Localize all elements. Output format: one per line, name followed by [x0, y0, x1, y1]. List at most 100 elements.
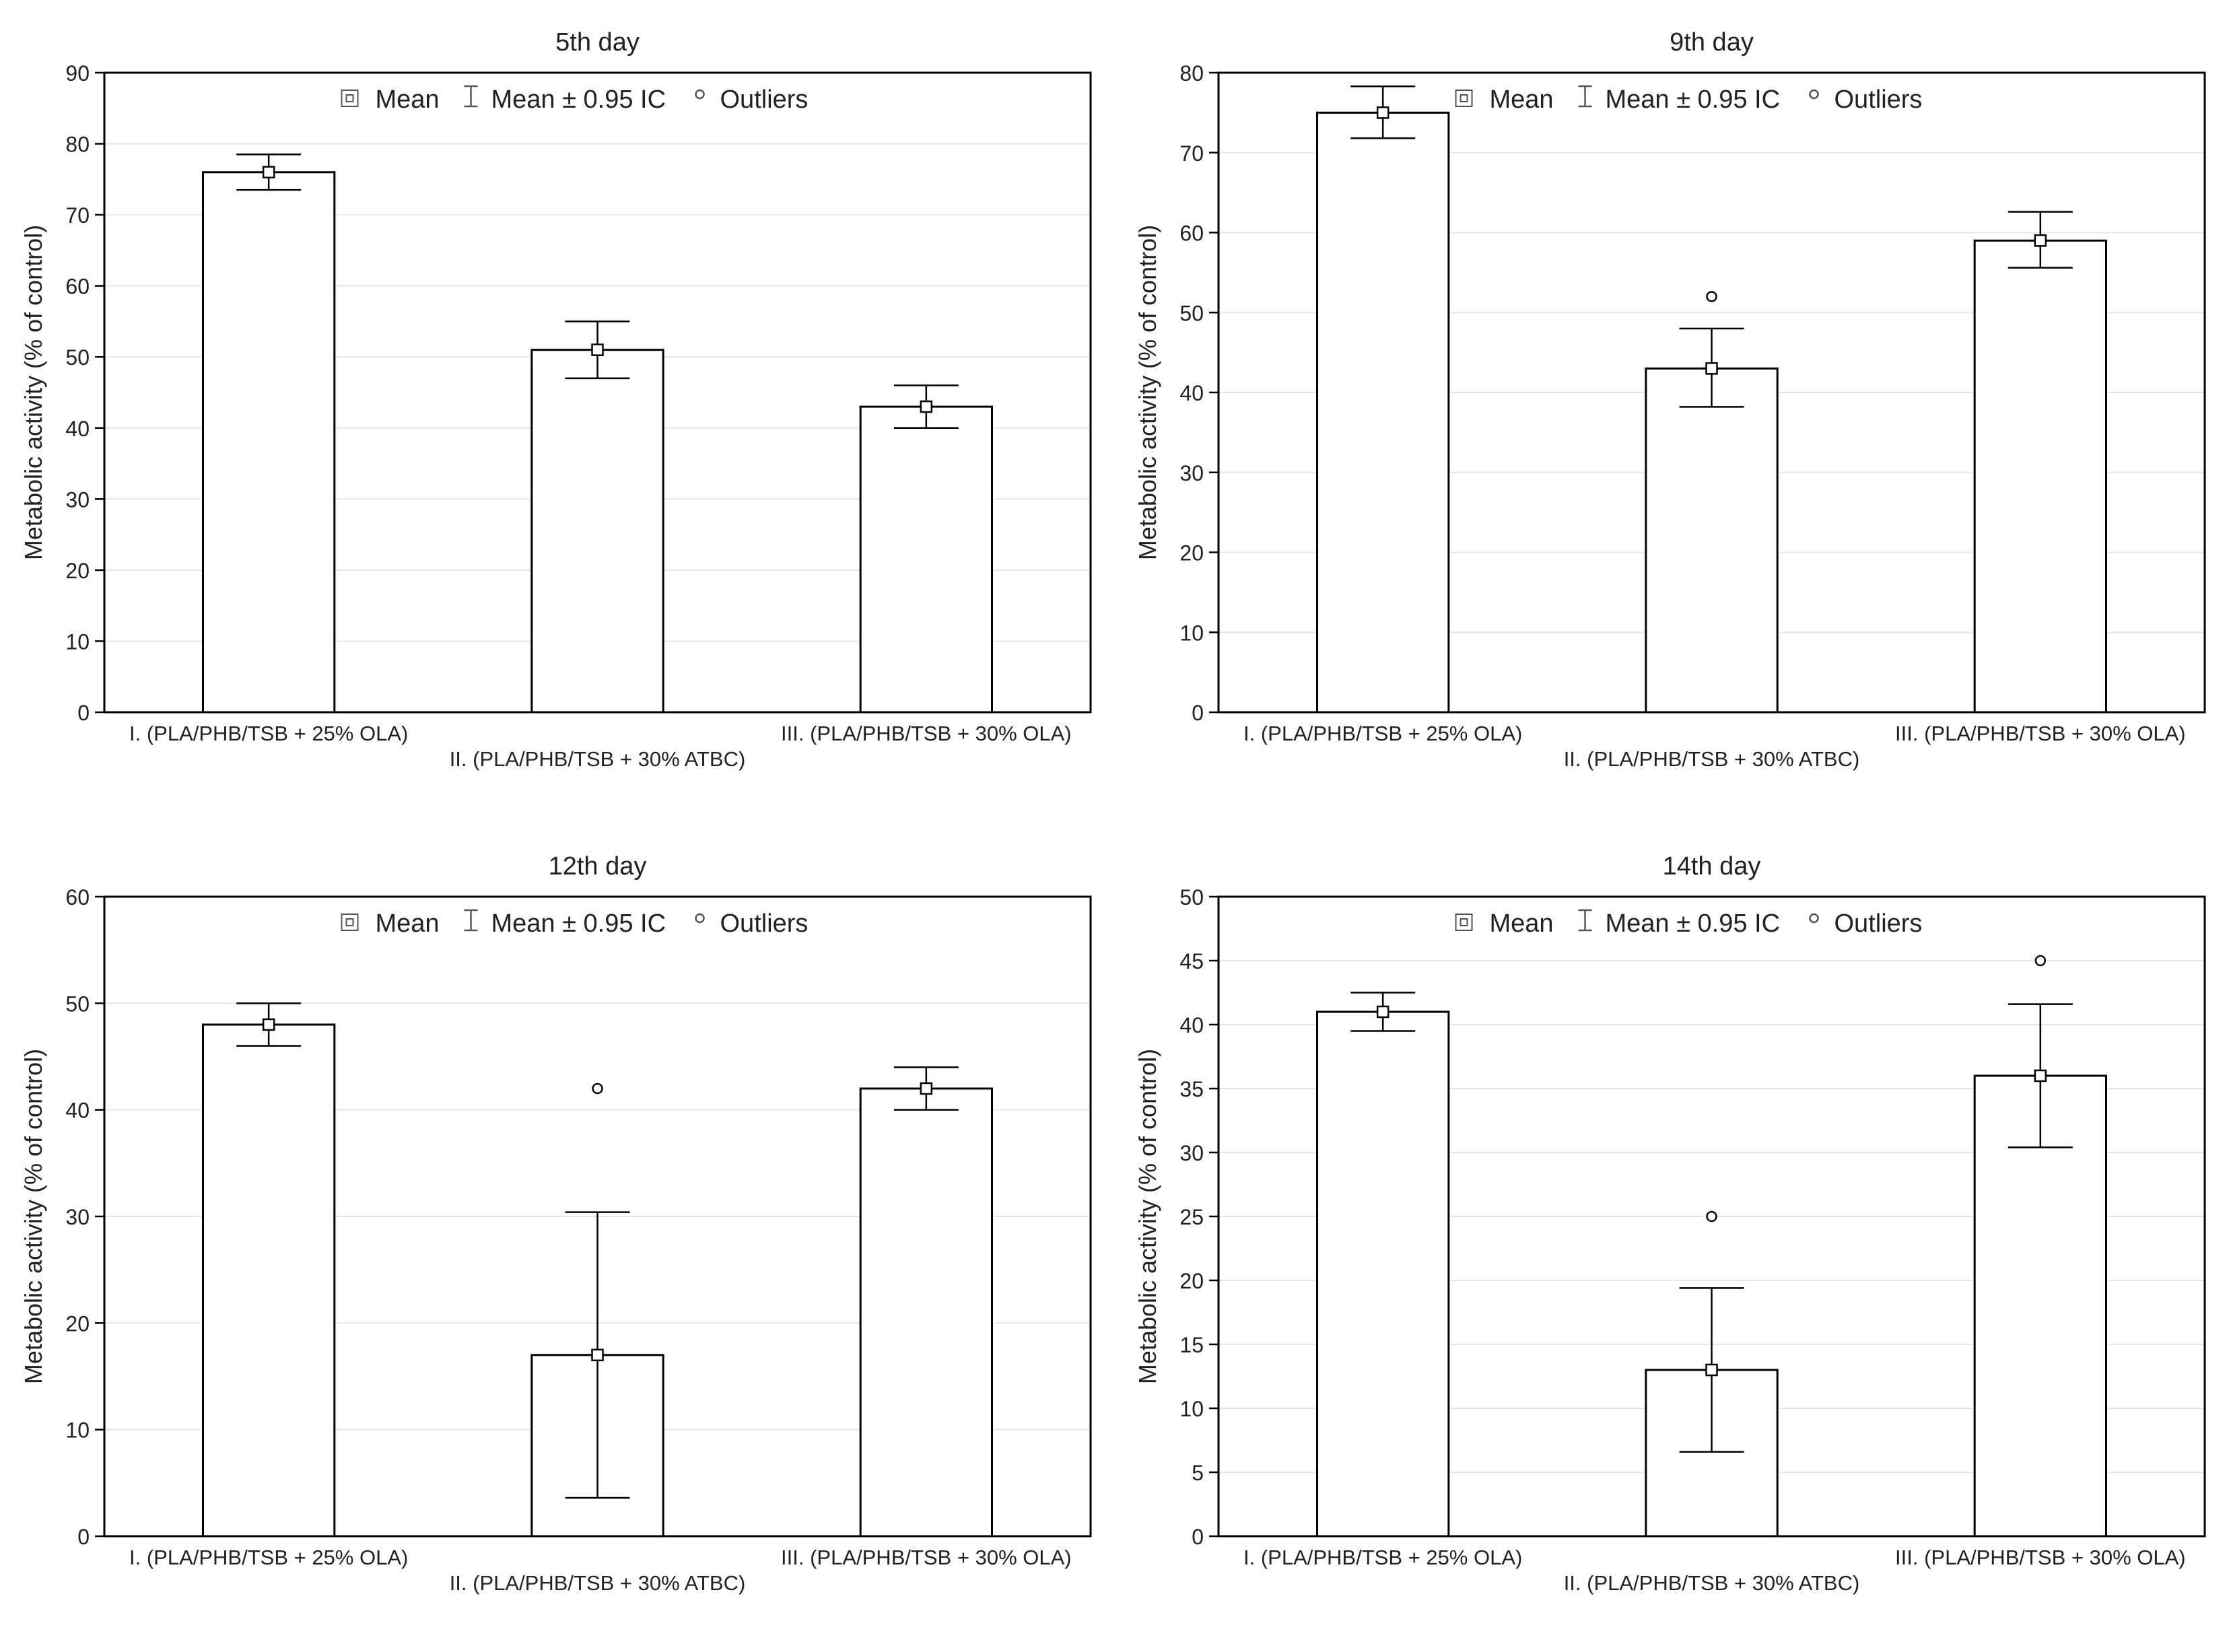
y-tick-label: 40 [1179, 1013, 1204, 1037]
bar [1973, 239, 2107, 714]
legend-outliers-label: Outliers [1834, 909, 1923, 938]
mean-marker [920, 400, 933, 413]
y-tick-label: 35 [1179, 1077, 1204, 1101]
legend-ci-label: Mean ± 0.95 IC [1606, 85, 1781, 114]
legend-mean-icon [1455, 914, 1473, 931]
mean-marker [2034, 234, 2047, 247]
chart-svg: 9th day 0 10 20 30 40 50 60 70 80 Metabolic activi… [1134, 28, 2206, 771]
x-tick-label: III. (PLA/PHB/TSB + 30% OLA) [781, 722, 1072, 745]
mean-marker [591, 1348, 604, 1362]
legend-mean-icon [1455, 90, 1473, 107]
y-tick-label: 0 [77, 701, 90, 725]
y-tick-label: 20 [1179, 541, 1204, 565]
x-tick-label: II. (PLA/PHB/TSB + 30% ATBC) [1564, 747, 1860, 771]
mean-marker [1376, 106, 1390, 119]
y-tick-label: 10 [1179, 621, 1204, 645]
y-tick-label: 40 [65, 1099, 90, 1123]
y-axis-label: Metabolic activity (% of control) [1134, 225, 1161, 560]
mean-marker [2034, 1069, 2047, 1082]
bar [1316, 1010, 1450, 1538]
legend-outlier-icon [695, 913, 705, 924]
y-tick-label: 50 [1179, 885, 1204, 909]
y-tick-label: 20 [1179, 1269, 1204, 1293]
y-tick-label: 70 [65, 203, 90, 228]
outlier-point [1706, 291, 1717, 302]
legend-mean-icon [341, 914, 359, 931]
chart-title: 12th day [549, 852, 647, 881]
y-tick-label: 50 [65, 345, 90, 370]
y-tick-label: 40 [1179, 381, 1204, 405]
mean-marker [262, 166, 275, 179]
legend-mean-label: Mean [376, 85, 440, 114]
y-tick-label: 10 [1179, 1397, 1204, 1421]
chart-title: 14th day [1663, 852, 1761, 881]
y-tick-label: 20 [65, 559, 90, 583]
chart-panel-day12: 12th day 0 10 20 30 40 50 60 Metabolic activity … [0, 824, 1114, 1649]
y-axis-label: Metabolic activity (% of control) [1134, 1049, 1161, 1384]
x-tick-label: II. (PLA/PHB/TSB + 30% ATBC) [1564, 1571, 1860, 1595]
legend-mean-icon-inner [345, 94, 354, 102]
y-tick-label: 45 [1179, 949, 1204, 973]
x-tick-label: III. (PLA/PHB/TSB + 30% OLA) [1895, 1546, 2186, 1569]
x-tick-label: I. (PLA/PHB/TSB + 25% OLA) [1243, 722, 1522, 745]
outlier-point [592, 1082, 603, 1095]
y-tick-label: 0 [1192, 1525, 1204, 1549]
chart-panel-day14: 14th day 0 5 10 15 20 25 30 35 40 45 50 Metabolic ac… [1114, 824, 2229, 1649]
bar [859, 1087, 993, 1538]
bar [1645, 367, 1779, 714]
x-tick-label: I. (PLA/PHB/TSB + 25% OLA) [129, 1546, 408, 1569]
y-axis-label: Metabolic activity (% of control) [20, 1049, 47, 1384]
y-tick-label: 30 [1179, 1141, 1204, 1165]
x-tick-label: II. (PLA/PHB/TSB + 30% ATBC) [450, 1571, 746, 1595]
outlier-point [2034, 955, 2047, 967]
bar [530, 349, 664, 714]
legend-mean-label: Mean [1490, 85, 1554, 114]
y-tick-label: 30 [1179, 461, 1204, 485]
legend-ci-label: Mean ± 0.95 IC [491, 909, 666, 938]
legend-outliers-label: Outliers [720, 85, 809, 114]
y-tick-label: 70 [1179, 141, 1204, 166]
legend-ci-label: Mean ± 0.95 IC [491, 85, 666, 114]
y-axis-label: Metabolic activity (% of control) [20, 225, 47, 560]
chart-svg: 14th day 0 5 10 15 20 25 30 35 40 45 50 Metabolic ac… [1134, 852, 2206, 1595]
plot-frame [103, 71, 1092, 714]
chart-svg: 5th day 0 10 20 30 40 50 60 70 80 90 Metabolic acti… [20, 28, 1092, 771]
legend-mean-label: Mean [1490, 909, 1554, 938]
y-tick-label: 80 [1179, 61, 1204, 85]
mean-marker [1376, 1005, 1390, 1019]
x-tick-label: I. (PLA/PHB/TSB + 25% OLA) [129, 722, 408, 745]
mean-marker [920, 1082, 933, 1095]
legend-ci-label: Mean ± 0.95 IC [1606, 909, 1781, 938]
chart-panel-day5: 5th day 0 10 20 30 40 50 60 70 80 90 Metabolic acti… [0, 0, 1114, 824]
x-tick-label: III. (PLA/PHB/TSB + 30% OLA) [1895, 722, 2186, 745]
y-tick-label: 25 [1179, 1205, 1204, 1229]
y-tick-label: 30 [65, 487, 90, 512]
legend-outlier-icon [695, 89, 705, 100]
x-tick-label: II. (PLA/PHB/TSB + 30% ATBC) [450, 747, 746, 771]
y-tick-label: 50 [65, 992, 90, 1016]
mean-marker [591, 343, 604, 356]
y-tick-label: 10 [65, 629, 90, 654]
legend-mean-icon-inner [345, 918, 354, 926]
y-tick-label: 60 [65, 885, 90, 909]
legend-mean-icon-inner [1460, 94, 1468, 102]
chart-title: 5th day [555, 28, 640, 57]
y-tick-label: 40 [65, 417, 90, 441]
legend-outlier-icon [1809, 913, 1819, 924]
chart-title: 9th day [1670, 28, 1754, 57]
y-tick-label: 90 [65, 61, 90, 85]
bar [202, 1023, 336, 1538]
y-tick-label: 60 [65, 275, 90, 299]
y-tick-label: 50 [1179, 301, 1204, 325]
x-tick-label: I. (PLA/PHB/TSB + 25% OLA) [1243, 1546, 1522, 1569]
chart-svg: 12th day 0 10 20 30 40 50 60 Metabolic activity … [20, 852, 1092, 1595]
y-tick-label: 20 [65, 1311, 90, 1336]
outlier-point [1706, 1210, 1717, 1223]
legend-mean-label: Mean [376, 909, 440, 938]
legend-mean-icon [341, 90, 359, 107]
bar [202, 171, 336, 714]
bar [859, 405, 993, 714]
y-tick-label: 60 [1179, 221, 1204, 246]
legend-outlier-icon [1809, 89, 1819, 100]
legend-mean-icon-inner [1460, 918, 1468, 926]
